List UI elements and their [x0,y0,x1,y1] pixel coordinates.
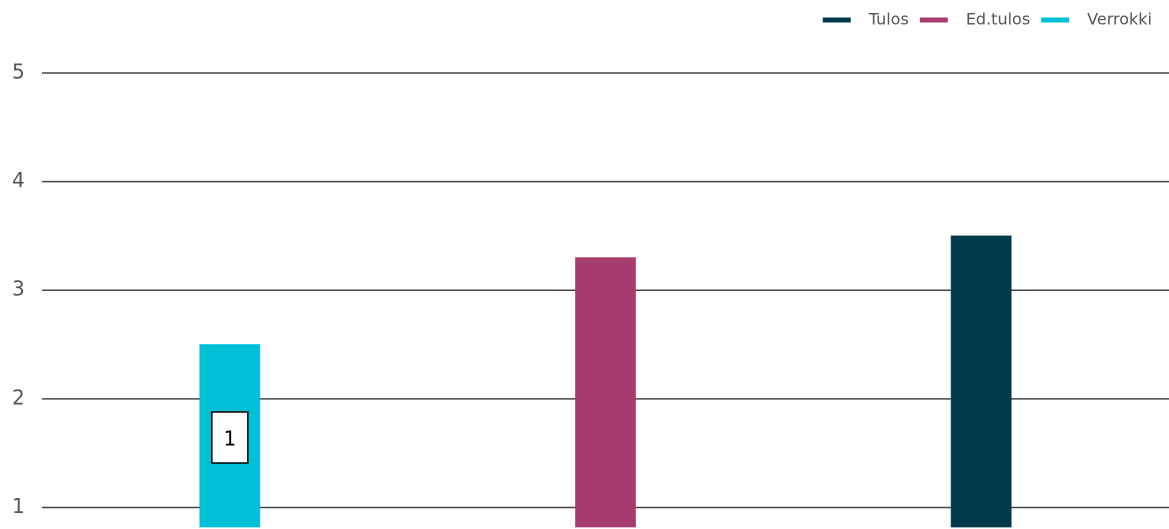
y-tick-label: 5 [12,60,25,84]
legend-swatch [822,17,851,23]
bar [575,257,636,528]
y-tick-label: 2 [12,385,25,409]
legend-swatch [1041,17,1070,23]
y-tick-label: 3 [12,277,25,301]
legend-label: Ed.tulos [966,10,1030,29]
y-tick-label: 1 [12,494,25,518]
legend-label: Verrokki [1087,10,1152,29]
annotation: 1 [223,427,236,451]
legend-label: Tulos [868,10,909,29]
annotation-box [211,411,249,464]
bar [950,235,1012,528]
y-tick-label: 4 [12,168,25,192]
legend-swatch [919,17,948,23]
